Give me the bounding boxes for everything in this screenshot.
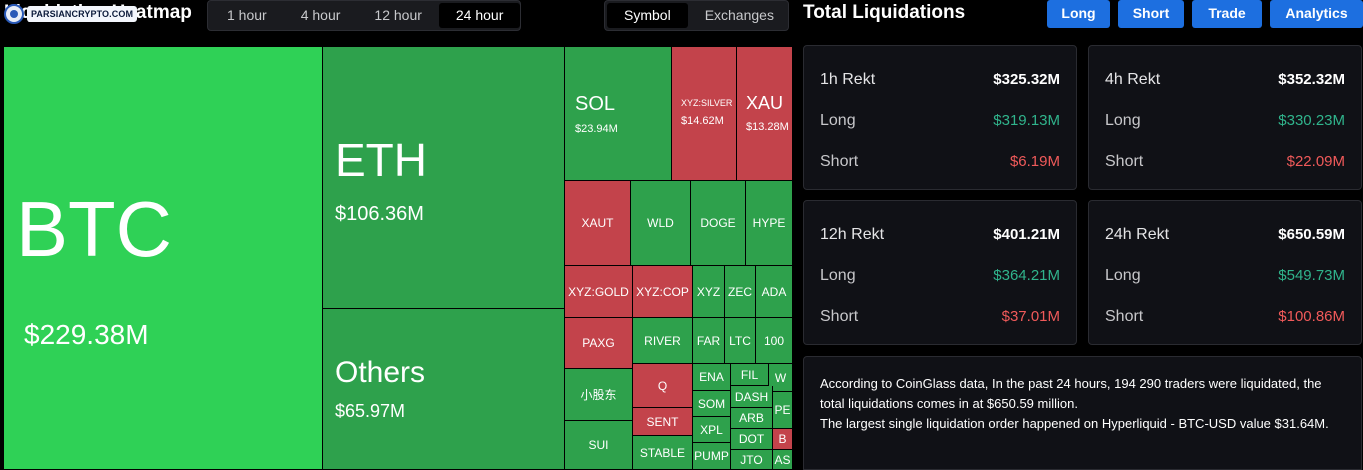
heatmap-tile[interactable]: PE [773, 392, 793, 429]
stats-card-4h: 4h Rekt $352.32M Long $330.23M Short $22.09… [1088, 45, 1362, 190]
summary-text: According to CoinGlass data, In the past… [820, 376, 1322, 411]
heatmap-tile-sol[interactable]: SOL $23.94M [565, 47, 672, 181]
heatmap-tile[interactable]: ARB [731, 408, 773, 429]
heatmap-tile[interactable]: Q [633, 364, 693, 408]
watermark: PARSIANCRYPTO.COM [4, 3, 138, 25]
card-title: 1h Rekt [820, 71, 876, 88]
heatmap-tile[interactable]: LTC [725, 318, 756, 364]
heatmap-tile[interactable]: HYPE [746, 181, 793, 266]
long-value: $330.23M [1278, 112, 1345, 129]
short-button[interactable]: Short [1118, 0, 1184, 28]
trade-button[interactable]: Trade [1192, 0, 1262, 28]
long-label: Long [1105, 112, 1141, 129]
heatmap-tile[interactable]: STABLE [633, 436, 693, 470]
heatmap-tile[interactable]: XYZ:COP [633, 266, 693, 318]
heatmap-tile[interactable]: SOM [693, 391, 731, 417]
heatmap-tile[interactable]: XYZ:GOLD [565, 266, 633, 318]
watermark-logo-icon [4, 4, 24, 24]
tile-symbol: XYZ:SILVER [681, 98, 733, 108]
short-value: $22.09M [1286, 153, 1345, 170]
heatmap-tile[interactable]: FIL [731, 364, 769, 386]
heatmap-tile[interactable]: SUI [565, 421, 633, 470]
heatmap-tile[interactable]: B [773, 429, 793, 450]
tile-symbol: XAU [746, 93, 784, 113]
analytics-button[interactable]: Analytics [1270, 0, 1363, 28]
time-range-selector: 1 hour 4 hour 12 hour 24 hour [207, 0, 521, 31]
heatmap-tile-xyz-silver[interactable]: XYZ:SILVER $14.62M [672, 47, 737, 181]
heatmap-tile[interactable]: FAR [693, 318, 725, 364]
heatmap-tile-eth[interactable]: ETH $106.36M [323, 47, 565, 309]
heatmap-tile[interactable]: PAXG [565, 318, 633, 369]
tile-value: $13.28M [746, 121, 789, 133]
short-value: $100.86M [1278, 308, 1345, 325]
card-title: 24h Rekt [1105, 226, 1170, 243]
short-label: Short [1105, 153, 1144, 170]
heatmap-tile[interactable]: AS [773, 450, 793, 470]
heatmap-tile[interactable]: ZEC [725, 266, 756, 318]
card-total: $650.59M [1278, 226, 1345, 243]
long-value: $364.21M [993, 267, 1060, 284]
card-total: $401.21M [993, 226, 1060, 243]
heatmap-tile[interactable]: DOT [731, 429, 773, 450]
summary-largest-order: The largest single liquidation order hap… [820, 416, 1329, 431]
short-value: $37.01M [1001, 308, 1060, 325]
time-option-1h[interactable]: 1 hour [227, 7, 267, 23]
stats-card-12h: 12h Rekt $401.21M Long $364.21M Short $37.0… [803, 200, 1077, 345]
heatmap-tile[interactable]: PUMP [693, 443, 731, 470]
heatmap-tile[interactable]: XPL [693, 417, 731, 443]
view-selector: Symbol Exchanges [604, 0, 789, 31]
liquidation-summary: According to CoinGlass data, In the past… [803, 356, 1362, 470]
heatmap-tile[interactable]: JTO [731, 450, 773, 470]
tile-value: $14.62M [681, 115, 724, 127]
short-label: Short [1105, 308, 1144, 325]
view-option-symbol[interactable]: Symbol [607, 3, 688, 28]
heatmap-tile[interactable]: 小股东 [565, 369, 633, 421]
heatmap-tile[interactable]: 100 [756, 318, 793, 364]
time-option-4h[interactable]: 4 hour [300, 7, 341, 23]
heatmap-tile[interactable]: SENT [633, 408, 693, 436]
long-label: Long [820, 112, 856, 129]
view-option-exchanges[interactable]: Exchanges [704, 7, 774, 23]
card-total: $352.32M [1278, 71, 1345, 88]
time-option-12h[interactable]: 12 hour [374, 7, 422, 23]
long-value: $319.13M [993, 112, 1060, 129]
short-label: Short [820, 308, 859, 325]
heatmap-tile-xau[interactable]: XAU $13.28M [737, 47, 793, 181]
heatmap-tile-btc[interactable]: BTC $229.38M [4, 47, 323, 470]
heatmap-tile-others[interactable]: Others $65.97M [323, 309, 565, 470]
time-option-24h[interactable]: 24 hour [438, 3, 521, 28]
short-value: $6.19M [1009, 153, 1060, 170]
heatmap-tile[interactable]: WLD [631, 181, 691, 266]
heatmap-tile[interactable]: ADA [756, 266, 793, 318]
long-label: Long [1105, 267, 1141, 284]
long-label: Long [820, 267, 856, 284]
tile-symbol: BTC [16, 185, 172, 273]
heatmap-tile[interactable]: XYZ [693, 266, 725, 318]
card-title: 4h Rekt [1105, 71, 1161, 88]
heatmap-tile[interactable]: DASH [731, 386, 773, 408]
card-title: 12h Rekt [820, 226, 885, 243]
tile-value: $229.38M [24, 319, 149, 350]
tile-symbol: SOL [575, 93, 616, 115]
total-liquidations-title: Total Liquidations [803, 2, 966, 23]
stats-card-1h: 1h Rekt $325.32M Long $319.13M Short $6.19M [803, 45, 1077, 190]
long-value: $549.73M [1278, 267, 1345, 284]
tile-symbol: Others [335, 356, 426, 389]
short-label: Short [820, 153, 859, 170]
tile-value: $106.36M [335, 203, 424, 225]
heatmap-tile[interactable]: ENA [693, 364, 731, 391]
heatmap-tile[interactable]: W [769, 364, 793, 392]
long-button[interactable]: Long [1047, 0, 1110, 28]
card-total: $325.32M [993, 71, 1060, 88]
heatmap-tile[interactable]: RIVER [633, 318, 693, 364]
watermark-text: PARSIANCRYPTO.COM [27, 6, 138, 22]
tile-value: $65.97M [335, 401, 406, 421]
tile-symbol: ETH [335, 134, 427, 186]
heatmap-tile[interactable]: DOGE [691, 181, 746, 266]
tile-value: $23.94M [575, 123, 618, 135]
stats-card-24h: 24h Rekt $650.59M Long $549.73M Short $100.… [1088, 200, 1362, 345]
heatmap-tile[interactable]: XAUT [565, 181, 631, 266]
